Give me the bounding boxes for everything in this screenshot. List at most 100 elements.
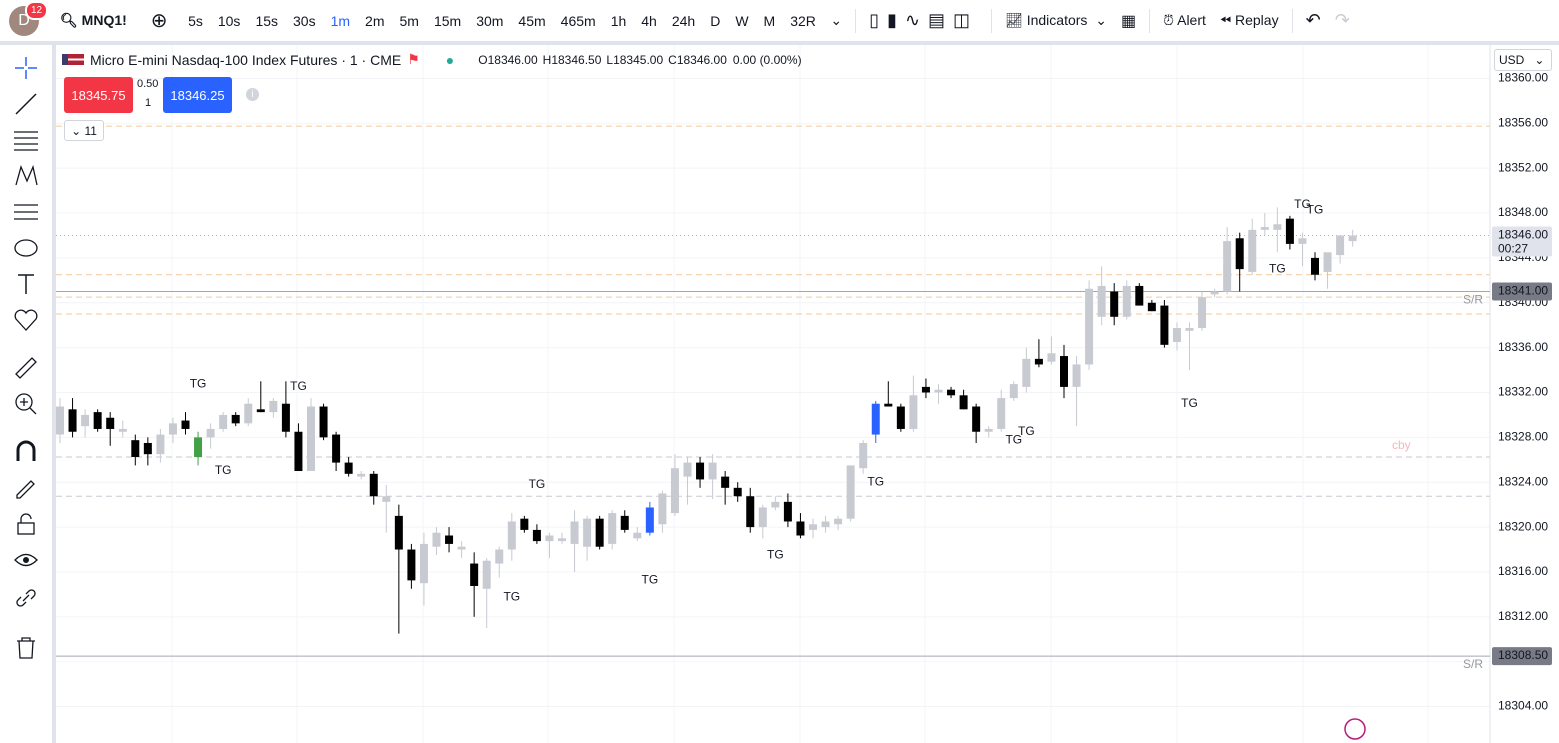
lock-draw-tool[interactable] (13, 475, 39, 501)
legend: Micro E-mini Nasdaq-100 Index Futures · … (62, 51, 802, 68)
y-tick-label: 18316.00 (1498, 564, 1548, 578)
interval[interactable]: 30m (476, 12, 504, 29)
currency-select[interactable]: USD ⌄ (1494, 49, 1552, 71)
candle-body (382, 496, 391, 502)
interval[interactable]: 32R (790, 12, 816, 29)
annotation: TG (1269, 261, 1286, 275)
avatar[interactable]: D 12 (9, 0, 49, 36)
interval[interactable]: M (763, 12, 776, 29)
interval[interactable]: 5m (399, 12, 419, 29)
candle-body (1285, 218, 1294, 244)
info-icon[interactable]: i (246, 88, 259, 101)
candle-body (307, 406, 315, 472)
crosshair-tool[interactable] (13, 55, 39, 81)
alert-badge[interactable] (1344, 718, 1366, 740)
lock-tool[interactable] (13, 511, 39, 537)
candle-body (332, 434, 341, 463)
layouts-button[interactable]: ▦ (1120, 12, 1137, 30)
candle-body (658, 493, 667, 525)
shapes-tool[interactable] (13, 235, 39, 261)
candle-body (1172, 328, 1181, 343)
interval[interactable]: 15m (433, 12, 462, 29)
candle-body (809, 524, 817, 530)
candle-body (219, 414, 228, 429)
candle-body (608, 513, 617, 544)
candle-body (507, 521, 516, 550)
annotation: TG (215, 463, 232, 477)
interval[interactable]: 10s (217, 12, 241, 29)
candle-body (482, 560, 491, 589)
candle-body (520, 518, 529, 530)
interval[interactable]: 45m (518, 12, 546, 29)
interval-menu[interactable]: ⌄ (830, 12, 843, 28)
magnet-tool[interactable] (13, 439, 39, 465)
candle-body (721, 476, 730, 488)
candle-body (81, 414, 90, 427)
redo-button[interactable]: ↷ (1334, 10, 1350, 30)
price-line-box (1492, 647, 1552, 666)
add-symbol[interactable]: ⊕ (150, 10, 168, 32)
candle-body (896, 406, 905, 429)
interval[interactable]: 5s (188, 12, 203, 29)
candle-body (1260, 227, 1269, 230)
alert-button[interactable]: ⏰︎ Alert (1163, 12, 1206, 28)
annotation: TG (190, 376, 207, 390)
annotation: TG (1005, 432, 1022, 446)
annotation: TG (1307, 202, 1324, 216)
candle-body (934, 389, 943, 393)
candle-body (1009, 384, 1018, 399)
delete-tool[interactable] (13, 635, 39, 661)
intervals: 5s 10s 15s 30s 1m 2m 5m 15m 30m 45m 465m 1h 4h 24h D W M… (181, 13, 824, 29)
fib-tool[interactable] (13, 127, 39, 153)
quantity: 1 (145, 97, 152, 109)
indicators-button[interactable]: 📈︎ Indicators ⌄ (1005, 12, 1107, 28)
ohlc-item: H18346.50 (543, 53, 602, 67)
candle-body (369, 473, 378, 497)
collapse-button[interactable]: ⌄ 11 (64, 120, 104, 141)
text-tool[interactable] (13, 271, 39, 297)
visibility-tool[interactable] (13, 547, 39, 573)
sell-button[interactable]: 18345.75 (64, 77, 133, 113)
pattern-tool[interactable] (13, 163, 39, 189)
interval[interactable]: 2m (365, 12, 385, 29)
interval[interactable]: 1h (610, 12, 627, 29)
undo-button[interactable]: ↶ (1305, 10, 1321, 30)
candle-body (93, 412, 102, 429)
replay-button[interactable]: ⏪︎ Replay (1219, 12, 1279, 28)
candle-body (645, 507, 654, 533)
ruler-tool[interactable] (13, 355, 39, 381)
interval[interactable]: 30s (293, 12, 316, 29)
y-tick-label: 18324.00 (1498, 474, 1548, 488)
chart-type-icons[interactable]: ▯▮∿▤◫ (869, 10, 979, 30)
top-toolbar: D 12 🔍︎ MNQ1! ⊕ 5s 10s 15s 30s 1m 2m 5m 15m 30m 45… (0, 0, 1559, 45)
link-tool[interactable] (13, 585, 39, 611)
spread: 0.50 (137, 78, 159, 90)
interval[interactable]: D (710, 12, 721, 29)
interval[interactable]: 465m (560, 12, 596, 29)
candle-body (834, 518, 843, 525)
interval[interactable]: 4h (641, 12, 657, 29)
flag (62, 54, 84, 65)
ohlc-item: O18346.00 (478, 53, 537, 67)
favorites-tool[interactable] (13, 307, 39, 333)
candle-body (583, 518, 592, 547)
indicator-count: 11 (84, 123, 97, 138)
candle-body (470, 563, 479, 586)
interval[interactable]: 15s (255, 12, 279, 29)
interval[interactable]: 1m (330, 12, 351, 29)
forecast-tool[interactable] (13, 199, 39, 225)
buy-button[interactable]: 18346.25 (163, 77, 232, 113)
candle-body (1235, 238, 1244, 270)
ohlc-key: L (606, 52, 614, 67)
symbol-search[interactable]: 🔍︎ MNQ1! (60, 12, 127, 28)
interval[interactable]: W (735, 12, 749, 29)
interval[interactable]: 24h (671, 12, 696, 29)
candle-body (1135, 285, 1144, 306)
y-tick-label: 18328.00 (1498, 430, 1548, 444)
candle-body (1122, 285, 1131, 317)
candle-body (256, 409, 265, 413)
annotation: TG (642, 573, 659, 587)
candle-body (281, 403, 290, 432)
trend-line-tool[interactable] (13, 91, 39, 117)
zoom-tool[interactable] (13, 391, 39, 417)
